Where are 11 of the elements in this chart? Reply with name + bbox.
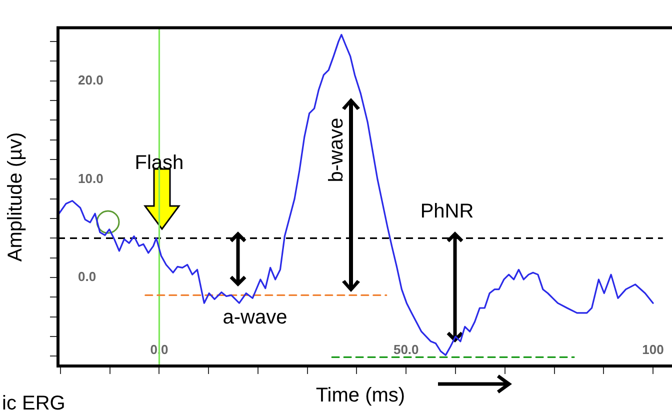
y-tick-label: 10.0 <box>78 170 104 186</box>
annotation: PhNR <box>420 200 474 223</box>
y-tick-label: 20.0 <box>78 72 104 88</box>
annotation: b-wave <box>326 118 348 182</box>
y-axis-title: Amplitude (µv) <box>4 132 27 262</box>
x-axis-title: Time (ms) <box>316 384 406 407</box>
x-tick-label: 100 <box>642 342 664 357</box>
annotation: a-wave <box>222 306 288 329</box>
text: ic ERG <box>2 392 66 412</box>
x-tick-label: 50.0 <box>393 342 419 357</box>
y-tick-label: 0.0 <box>78 269 96 284</box>
